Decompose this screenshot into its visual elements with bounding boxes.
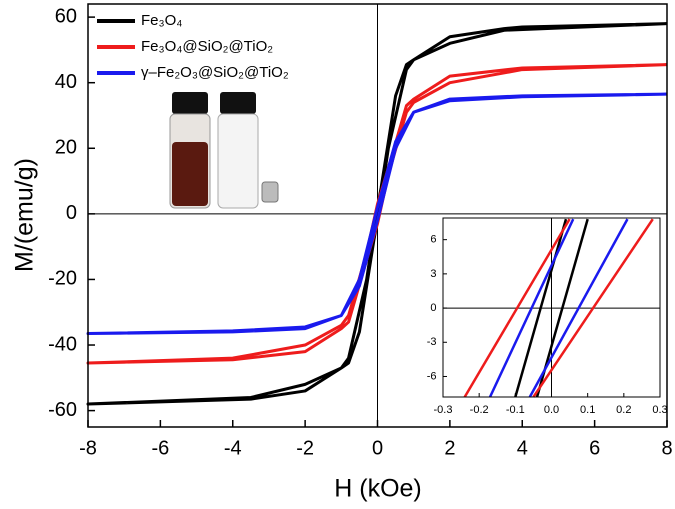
x-axis-title: H (kOe) [334,475,422,503]
x-tick-label: 2 [444,437,455,459]
x-tick-label: -6 [151,437,169,459]
y-tick-label: -40 [48,333,77,355]
y-axis-title: M/(emu/g) [11,158,39,272]
x-tick-label: -0.1 [506,404,525,416]
y-tick-label: -3 [427,336,437,348]
x-tick-label: 0.3 [652,404,667,416]
y-tick-label: 20 [55,137,77,159]
y-tick-label: 6 [430,234,436,246]
data-line [463,218,571,398]
x-tick-label: -8 [79,437,97,459]
x-tick-label: -0.2 [470,404,489,416]
y-tick-label: 0 [430,302,436,314]
x-tick-label: 6 [589,437,600,459]
x-tick-label: 0.1 [580,404,595,416]
photo [150,88,290,213]
y-tick-label: 60 [55,5,77,27]
x-tick-label: 4 [517,437,528,459]
data-line [528,218,629,398]
x-tick-label: -2 [296,437,314,459]
data-line [532,218,654,398]
x-tick-label: -0.3 [434,404,453,416]
x-tick-label: 0 [372,437,383,459]
y-tick-label: -60 [48,399,77,421]
y-tick-label: -20 [48,268,77,290]
legend-label: Fe₃O₄@SiO₂@TiO₂ [141,38,273,55]
y-tick-label: 40 [55,71,77,93]
y-tick-label: 3 [430,268,436,280]
x-tick-label: 8 [661,437,672,459]
x-tick-label: 0.2 [616,404,631,416]
x-tick-label: 0.0 [544,404,559,416]
data-line [86,22,668,406]
y-tick-label: -6 [427,370,437,382]
y-tick-label: 0 [66,202,77,224]
x-tick-label: -4 [224,437,242,459]
legend-label: Fe₃O₄ [141,12,182,29]
data-line [488,218,575,398]
legend-label: γ–Fe₂O₃@SiO₂@TiO₂ [141,64,289,81]
data-line [514,218,568,398]
